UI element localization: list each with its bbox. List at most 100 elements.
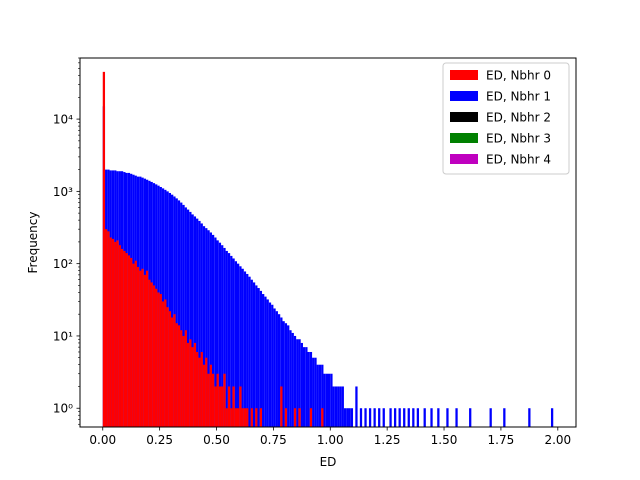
histogram-bar [225,408,228,427]
histogram-bar [373,408,376,427]
x-tick-label: 0.00 [89,433,116,447]
histogram-bar [177,325,181,427]
histogram-bar [528,408,531,427]
histogram-bar [225,250,228,427]
histogram-bar [328,373,331,427]
histogram-bar [116,240,119,427]
histogram-bar [216,240,219,427]
histogram-bar [189,211,192,427]
y-tick-label: 10⁰ [53,402,73,416]
histogram-bar [132,263,135,427]
histogram-bar [241,268,244,427]
histogram-bar [332,386,335,427]
histogram-bar [234,408,237,427]
histogram-bar [150,282,153,427]
histogram-bar [280,386,283,427]
x-axis-title: ED [320,455,337,469]
histogram-bar [503,408,506,427]
histogram-bar [243,408,247,427]
histogram-bar [355,386,358,427]
histogram-bar [161,301,165,427]
histogram-bar [177,200,181,427]
histogram-bar [143,274,146,427]
histogram-bar [125,253,128,427]
histogram-bar [382,408,385,427]
histogram-bar [337,386,340,427]
histogram-bar [120,248,124,427]
histogram-bar [250,279,253,427]
histogram-bar [255,408,258,427]
bars-layer [102,71,554,428]
histogram-bar [114,241,117,427]
legend-swatch [450,133,478,143]
histogram-bar [202,364,206,427]
histogram-bar [239,386,242,427]
histogram-bar [330,373,333,427]
histogram-bar [246,273,249,427]
histogram-bar [193,342,197,427]
histogram-bar [214,386,217,427]
histogram-bar [239,266,242,427]
y-tick-label: 10¹ [53,329,73,343]
histogram-bar [155,288,158,427]
histogram-bar [152,285,156,427]
histogram-bar [416,408,420,427]
histogram-bar [293,335,297,427]
histogram-bar [207,373,210,427]
histogram-bar [168,311,172,427]
x-tick-label: 2.00 [544,433,571,447]
histogram-bar [296,339,299,427]
histogram-bar [412,408,415,427]
legend-label: ED, Nbhr 2 [486,111,551,125]
histogram-bar [407,408,410,427]
histogram-bar [323,373,326,427]
histogram-bar [148,279,151,427]
histogram-bar [343,408,347,427]
histogram-bar [469,408,472,427]
histogram-bar [223,247,226,427]
histogram-bar [230,255,233,427]
x-tick-label: 0.25 [146,433,173,447]
histogram-bar [193,216,197,427]
histogram-bar [339,386,342,427]
histogram-bar [437,408,440,427]
histogram-bar [287,325,290,427]
histogram-bar [171,194,174,427]
histogram-bar [280,317,283,427]
histogram-bar [262,294,265,427]
histogram-bar [118,245,121,427]
histogram-bar [168,192,172,427]
histogram-bar [246,408,249,427]
histogram-bar [186,342,190,427]
histogram-bar [216,373,219,427]
histogram-bar [127,255,131,427]
histogram-bar [243,271,247,427]
histogram-bar [264,296,267,427]
histogram-bar [230,408,233,427]
histogram-bar [291,332,294,427]
histogram-bar [139,270,142,427]
histogram-bar [350,408,354,427]
histogram-bar [109,237,112,427]
histogram-bar [173,314,176,427]
histogram-bar [348,408,351,427]
histogram-bar [141,268,144,427]
x-axis: 0.00 0.25 0.50 0.75 1.00 1.25 1.50 1.75 2.00 [89,427,571,447]
x-tick-label: 1.00 [317,433,344,447]
histogram-bar [164,299,167,427]
legend-box [442,62,570,175]
histogram-bar [207,230,210,427]
histogram-bar [205,357,208,427]
histogram-bar [182,335,185,427]
histogram-bar [202,226,206,427]
histogram-bar [159,294,162,427]
histogram-bar [184,207,187,427]
histogram-bar [259,290,263,427]
histogram-bar [273,308,276,427]
histogram-bar [191,347,194,427]
histogram-bar [314,357,317,427]
histogram-bar [166,307,169,427]
histogram-bar [446,408,449,427]
histogram-bar [298,339,301,427]
